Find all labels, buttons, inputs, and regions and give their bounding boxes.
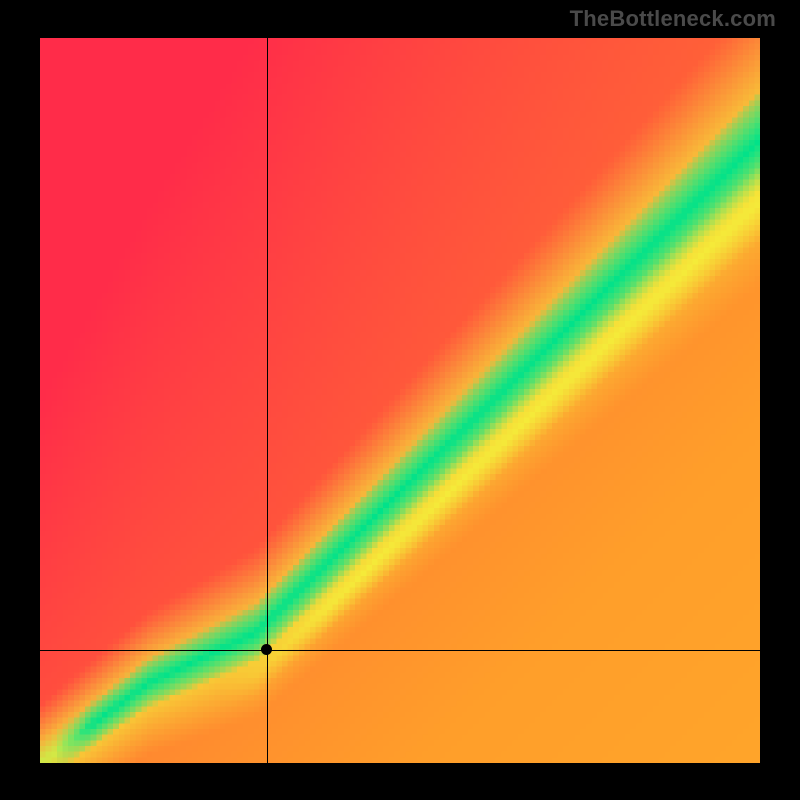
attribution-label: TheBottleneck.com: [570, 6, 776, 32]
plot-area: [40, 38, 760, 763]
crosshair-horizontal: [40, 650, 760, 651]
heatmap-canvas: [40, 38, 760, 763]
figure-root: TheBottleneck.com: [0, 0, 800, 800]
